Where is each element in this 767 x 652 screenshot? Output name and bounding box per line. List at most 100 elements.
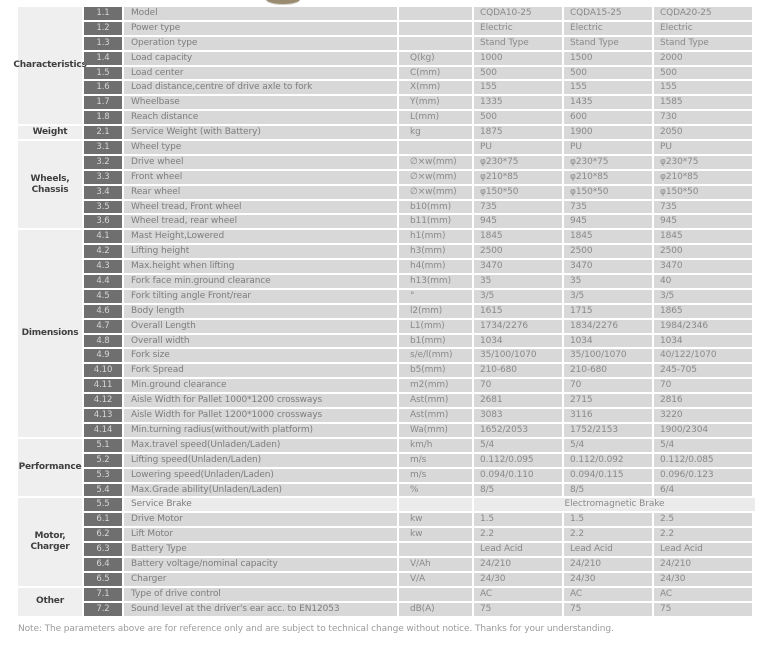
category-label: Motor, Charger: [18, 498, 82, 586]
spec-row: 4.14 Min.turning radius(without/with plat…: [84, 423, 755, 437]
value-cell: 1900: [564, 126, 652, 140]
param-name: Lifting height: [124, 245, 397, 259]
group-rows: 4.1 Mast Height,Lowered h1(mm) 1845 1845 1845…: [84, 230, 755, 437]
value-cell: 24/30: [564, 572, 652, 586]
param-name: Wheel type: [124, 141, 397, 154]
value-cell: 500: [564, 66, 652, 80]
value-cell: 500: [654, 66, 752, 80]
value-cell: Electric: [474, 21, 562, 35]
group-rows: 7.1 Type of drive control AC AC AC 7.2 Sound l…: [84, 587, 755, 616]
spec-row: 4.8 Overall width b1(mm) 1034 1034 1034: [84, 334, 755, 348]
value-cell: 3/5: [564, 289, 652, 303]
value-cell: 2000: [654, 51, 752, 65]
merged-value: Electromagnetic Brake: [474, 498, 755, 512]
spec-group: Dimensions 4.1 Mast Height,Lowered h1(mm) 18…: [18, 230, 755, 437]
unit-label: Wa(mm): [399, 423, 472, 437]
value-cell: 5/4: [564, 438, 652, 452]
value-cell: 40/122/1070: [654, 349, 752, 363]
unit-label: ∅×w(mm): [399, 155, 472, 169]
param-name: Max.height when lifting: [124, 260, 397, 274]
unit-label: Ast(mm): [399, 409, 472, 422]
spec-row: 3.6 Wheel tread, rear wheel b11(mm) 945 945 9…: [84, 215, 755, 229]
unit-label: km/h: [399, 438, 472, 452]
param-name: Reach distance: [124, 111, 397, 125]
unit-label: ∅×w(mm): [399, 185, 472, 199]
param-name: Max.travel speed(Unladen/Laden): [124, 438, 397, 452]
value-cell: 2.5: [654, 513, 752, 527]
value-cell: φ230*75: [474, 155, 562, 169]
param-name: Lowering speed(Unladen/Laden): [124, 468, 397, 482]
param-name: Battery Type: [124, 543, 397, 556]
row-number: 4.5: [84, 289, 122, 303]
param-name: Drive Motor: [124, 513, 397, 527]
row-number: 4.14: [84, 423, 122, 437]
spec-row: 4.2 Lifting height h3(mm) 2500 2500 2500: [84, 245, 755, 259]
row-number: 4.11: [84, 379, 122, 393]
value-cell: AC: [654, 587, 752, 601]
spec-row: 1.8 Reach distance L(mm) 500 600 730: [84, 111, 755, 125]
value-cell: 35: [474, 275, 562, 288]
spec-row: 1.6 Load distance,centre of drive axle to…: [84, 81, 755, 95]
value-cell: 500: [474, 66, 562, 80]
value-cell: 2.2: [654, 528, 752, 542]
spec-row: 1.1 Model CQDA10-25 CQDA15-25 CQDA20-25: [84, 7, 755, 20]
unit-label: kw: [399, 528, 472, 542]
value-cell: 24/210: [474, 557, 562, 571]
value-cell: 0.094/0.115: [564, 468, 652, 482]
param-name: Wheel tread, Front wheel: [124, 200, 397, 214]
param-name: Charger: [124, 572, 397, 586]
value-cell: 3470: [654, 260, 752, 274]
row-number: 1.4: [84, 51, 122, 65]
row-number: 7.1: [84, 587, 122, 601]
row-number: 4.1: [84, 230, 122, 244]
param-name: Wheel tread, rear wheel: [124, 215, 397, 229]
category-label: Other: [18, 587, 82, 616]
spec-row: 7.1 Type of drive control AC AC AC: [84, 587, 755, 601]
param-name: Fork size: [124, 349, 397, 363]
value-cell: 35: [564, 275, 652, 288]
value-cell: 35/100/1070: [564, 349, 652, 363]
spec-row: 4.13 Aisle Width for Pallet 1200*1000 cro…: [84, 409, 755, 422]
row-number: 1.1: [84, 7, 122, 20]
value-cell: 945: [564, 215, 652, 229]
category-label: Wheels, Chassis: [18, 141, 82, 229]
value-cell: PU: [654, 141, 752, 154]
value-cell: 735: [654, 200, 752, 214]
value-cell: 5/4: [654, 438, 752, 452]
param-name: Battery voltage/nominal capacity: [124, 557, 397, 571]
value-cell: 945: [654, 215, 752, 229]
unit-label: L1(mm): [399, 319, 472, 333]
spec-row: 4.5 Fork tilting angle Front/rear ° 3/5 3/5 3…: [84, 289, 755, 303]
param-name: Operation type: [124, 36, 397, 50]
value-cell: 2.2: [564, 528, 652, 542]
param-name: Service Weight (with Battery): [124, 126, 397, 140]
value-cell: 1875: [474, 126, 562, 140]
row-number: 6.3: [84, 543, 122, 556]
value-cell: 75: [654, 602, 752, 616]
unit-label: V/A: [399, 572, 472, 586]
param-name: Body length: [124, 304, 397, 318]
unit-label: Y(mm): [399, 96, 472, 110]
value-cell: 2500: [564, 245, 652, 259]
row-number: 6.2: [84, 528, 122, 542]
value-cell: 1900/2304: [654, 423, 752, 437]
param-name: Max.Grade ability(Unladen/Laden): [124, 483, 397, 497]
spec-group: Weight 2.1 Service Weight (with Battery) kg…: [18, 126, 755, 140]
category-label: Performance: [18, 438, 82, 497]
unit-label: ∅×w(mm): [399, 170, 472, 184]
unit-label: L(mm): [399, 111, 472, 125]
param-name: Min.ground clearance: [124, 379, 397, 393]
spec-row: 4.10 Fork Spread b5(mm) 210-680 210-680 245-7…: [84, 364, 755, 378]
unit-label: Q(kg): [399, 51, 472, 65]
value-cell: 735: [474, 200, 562, 214]
footnote: Note: The parameters above are for refer…: [18, 624, 614, 634]
row-number: 6.4: [84, 557, 122, 571]
value-cell: 1715: [564, 304, 652, 318]
unit-label: h1(mm): [399, 230, 472, 244]
product-photo-edge: [266, 0, 300, 4]
param-name: Load capacity: [124, 51, 397, 65]
value-cell: 245-705: [654, 364, 752, 378]
param-name: Drive wheel: [124, 155, 397, 169]
value-cell: 0.112/0.092: [564, 453, 652, 467]
value-cell: 2715: [564, 394, 652, 408]
